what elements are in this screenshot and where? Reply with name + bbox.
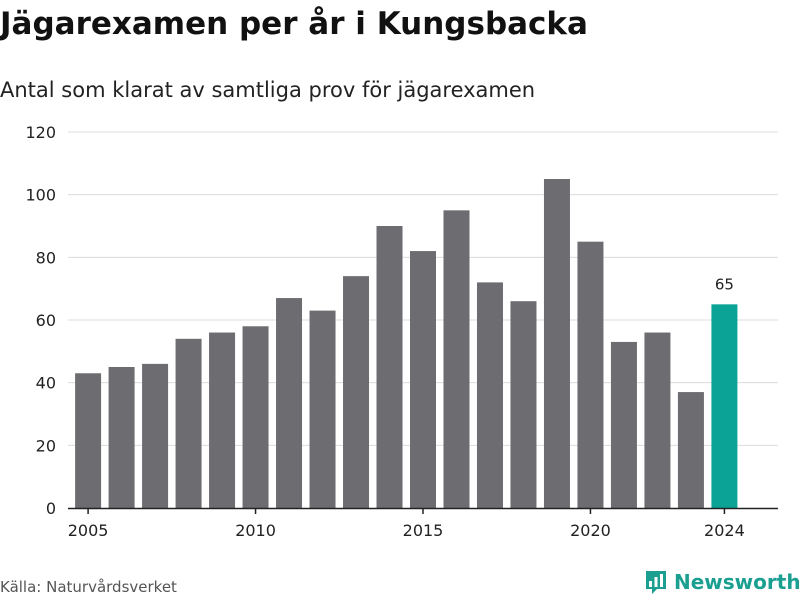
bar — [209, 332, 236, 508]
x-tick-label: 2020 — [570, 521, 611, 540]
x-tick-label: 2010 — [235, 521, 276, 540]
x-tick-label: 2015 — [403, 521, 444, 540]
newsworthy-logo-icon — [646, 571, 666, 594]
y-tick-label: 20 — [36, 436, 56, 455]
bar — [175, 338, 202, 508]
y-axis-ticks: 0 20 40 60 80 100 120 — [25, 123, 56, 518]
bar — [476, 282, 503, 508]
bar — [142, 363, 169, 508]
data-label: 65 — [715, 275, 734, 293]
bar — [543, 179, 570, 508]
y-tick-label: 100 — [25, 186, 56, 205]
bar — [75, 373, 102, 508]
bar — [577, 241, 604, 508]
bar — [610, 341, 637, 508]
y-tick-label: 120 — [25, 123, 56, 142]
bar — [108, 367, 135, 508]
bar — [677, 392, 704, 508]
bar-highlight — [711, 304, 738, 508]
y-tick-label: 80 — [36, 248, 56, 267]
bar — [410, 251, 436, 509]
newsworthy-logo: Newsworthy — [644, 568, 800, 596]
bar — [276, 298, 303, 508]
bar — [644, 332, 671, 508]
data-labels: 65 — [715, 275, 734, 293]
y-tick-label: 60 — [36, 311, 56, 330]
bar — [510, 301, 537, 508]
y-tick-label: 40 — [36, 374, 56, 393]
bars — [75, 179, 738, 509]
bar — [343, 276, 370, 508]
bar — [309, 310, 336, 508]
x-axis: 2005 2010 2015 2020 2024 — [68, 507, 778, 540]
source-note: Källa: Naturvårdsverket — [0, 578, 177, 596]
bar — [376, 226, 403, 508]
chart-subtitle: Antal som klarat av samtliga prov för jä… — [0, 78, 536, 102]
x-tick-label: 2024 — [704, 521, 745, 540]
newsworthy-logo-text: Newsworthy — [674, 570, 800, 594]
chart-title: Jägarexamen per år i Kungsbacka — [0, 6, 588, 42]
bar — [443, 210, 470, 509]
y-tick-label: 0 — [46, 499, 56, 518]
bar — [242, 326, 269, 508]
x-tick-label: 2005 — [68, 521, 109, 540]
